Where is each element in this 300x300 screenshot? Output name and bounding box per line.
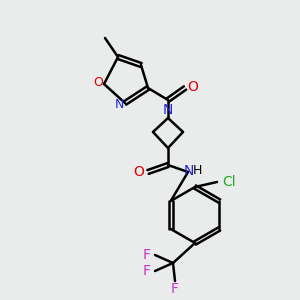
Text: H: H — [192, 164, 202, 176]
Text: N: N — [184, 164, 194, 178]
Text: N: N — [163, 103, 173, 117]
Text: N: N — [114, 98, 124, 112]
Text: O: O — [188, 80, 198, 94]
Text: F: F — [143, 264, 151, 278]
Text: F: F — [171, 282, 179, 296]
Text: Cl: Cl — [222, 175, 236, 189]
Text: O: O — [93, 76, 103, 88]
Text: O: O — [134, 165, 144, 179]
Text: F: F — [143, 248, 151, 262]
